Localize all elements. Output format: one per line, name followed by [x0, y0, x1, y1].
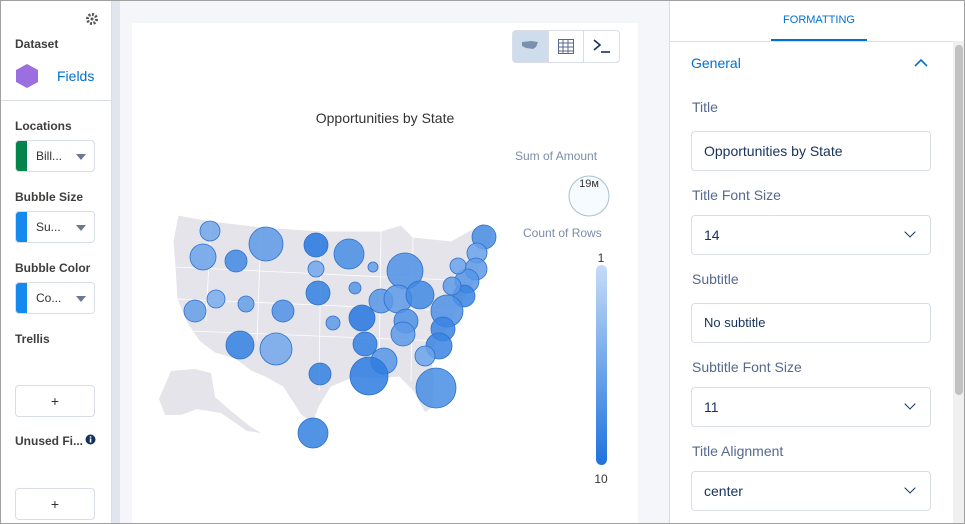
us-map	[159, 214, 497, 449]
map-bubble[interactable]	[415, 367, 457, 409]
chart-title: Opportunities by State	[315, 110, 455, 126]
size-legend-value: 19м	[579, 178, 599, 190]
dataset-label: Dataset	[15, 37, 59, 51]
input-placeholder: No subtitle	[704, 315, 766, 330]
map-bubble[interactable]	[303, 232, 329, 258]
map-bubble[interactable]	[248, 226, 284, 262]
chevron	[904, 226, 916, 238]
formatting-tab[interactable]: FORMATTING	[783, 14, 855, 26]
divider	[548, 31, 549, 62]
map-bubble[interactable]	[405, 280, 435, 310]
map-bubble[interactable]	[183, 299, 207, 323]
pill-tab	[16, 283, 27, 313]
unused-label: Unused Fi...	[15, 434, 84, 448]
map-bubble[interactable]	[189, 243, 217, 271]
field-label: Subtitle	[692, 271, 739, 287]
pill-tab	[16, 141, 27, 171]
select-input[interactable]: center	[691, 471, 931, 511]
gear-icon[interactable]	[85, 12, 99, 26]
right-panel	[669, 1, 964, 523]
text-input[interactable]: No subtitle	[691, 303, 931, 343]
collapse-icon[interactable]	[914, 58, 928, 67]
dropdown-arrow	[76, 296, 86, 302]
select-input[interactable]: 14	[691, 215, 931, 255]
map-bubble[interactable]	[349, 356, 389, 396]
divider	[670, 41, 953, 42]
color-legend-max: 10	[594, 472, 608, 486]
map-bubble[interactable]	[449, 257, 467, 275]
field-pill[interactable]: Co...	[15, 282, 95, 314]
divider	[583, 31, 584, 62]
map-bubble[interactable]	[367, 261, 379, 273]
pill-text: Bill...	[36, 149, 63, 163]
tab-indicator	[771, 39, 867, 41]
dropdown-arrow	[76, 225, 86, 231]
field-pill[interactable]: Su...	[15, 211, 95, 243]
pill-text: Su...	[36, 220, 61, 234]
dataset-link[interactable]: Fields	[57, 68, 95, 84]
map-bubble[interactable]	[199, 220, 221, 242]
splitter	[112, 1, 120, 523]
section-header[interactable]: General	[691, 55, 741, 71]
info-icon[interactable]	[85, 434, 96, 445]
map-bubble[interactable]	[442, 276, 462, 296]
chevron	[904, 482, 916, 494]
map-bubble[interactable]	[237, 295, 255, 313]
map-bubble[interactable]	[305, 280, 331, 306]
add-button[interactable]: +	[15, 488, 95, 520]
input-value: 14	[704, 227, 720, 243]
map-bubble[interactable]	[333, 238, 365, 270]
section-label: Bubble Color	[15, 261, 91, 275]
map-bubble[interactable]	[206, 289, 226, 309]
input-value: 11	[704, 399, 719, 415]
map-bubble[interactable]	[271, 299, 295, 323]
map-bubble[interactable]	[308, 362, 332, 386]
add-button[interactable]: +	[15, 385, 95, 417]
field-label: Title Alignment	[692, 443, 784, 459]
map-bubble[interactable]	[352, 331, 378, 357]
map-bubble[interactable]	[348, 304, 376, 332]
trellis-label: Trellis	[15, 332, 50, 346]
dropdown-arrow	[76, 154, 86, 160]
color-legend-bar	[596, 265, 607, 465]
color-legend-title: Count of Rows	[523, 226, 602, 240]
input-value: Opportunities by State	[704, 143, 843, 159]
query-icon[interactable]	[593, 38, 611, 54]
map-bubble[interactable]	[414, 345, 436, 367]
pill-tab	[16, 212, 27, 242]
field-label: Title Font Size	[692, 187, 781, 203]
field-label: Title	[692, 99, 718, 115]
field-pill[interactable]: Bill...	[15, 140, 95, 172]
map-bubble[interactable]	[307, 260, 325, 278]
section-label: Bubble Size	[15, 190, 84, 204]
dataset-icon	[16, 64, 38, 88]
pill-text: Co...	[36, 291, 62, 305]
map-bubble[interactable]	[325, 315, 341, 331]
map-bubble[interactable]	[259, 332, 293, 366]
map-bubble[interactable]	[297, 417, 329, 449]
size-legend-title: Sum of Amount	[515, 149, 598, 163]
chevron	[904, 398, 916, 410]
color-legend-min: 1	[597, 251, 605, 265]
map-icon	[522, 41, 538, 49]
section-label: Locations	[15, 119, 72, 133]
divider	[1, 100, 111, 101]
map-bubble[interactable]	[348, 281, 362, 295]
table-icon[interactable]	[558, 39, 574, 54]
input-value: center	[704, 483, 743, 499]
size-legend-bubble	[568, 175, 610, 217]
text-input[interactable]: Opportunities by State	[691, 131, 931, 171]
map-bubble[interactable]	[225, 330, 255, 360]
map-bubble[interactable]	[224, 249, 248, 273]
scrollbar-thumb[interactable]	[955, 45, 963, 395]
select-input[interactable]: 11	[691, 387, 931, 427]
map-bubble[interactable]	[390, 321, 416, 347]
field-label: Subtitle Font Size	[692, 359, 802, 375]
